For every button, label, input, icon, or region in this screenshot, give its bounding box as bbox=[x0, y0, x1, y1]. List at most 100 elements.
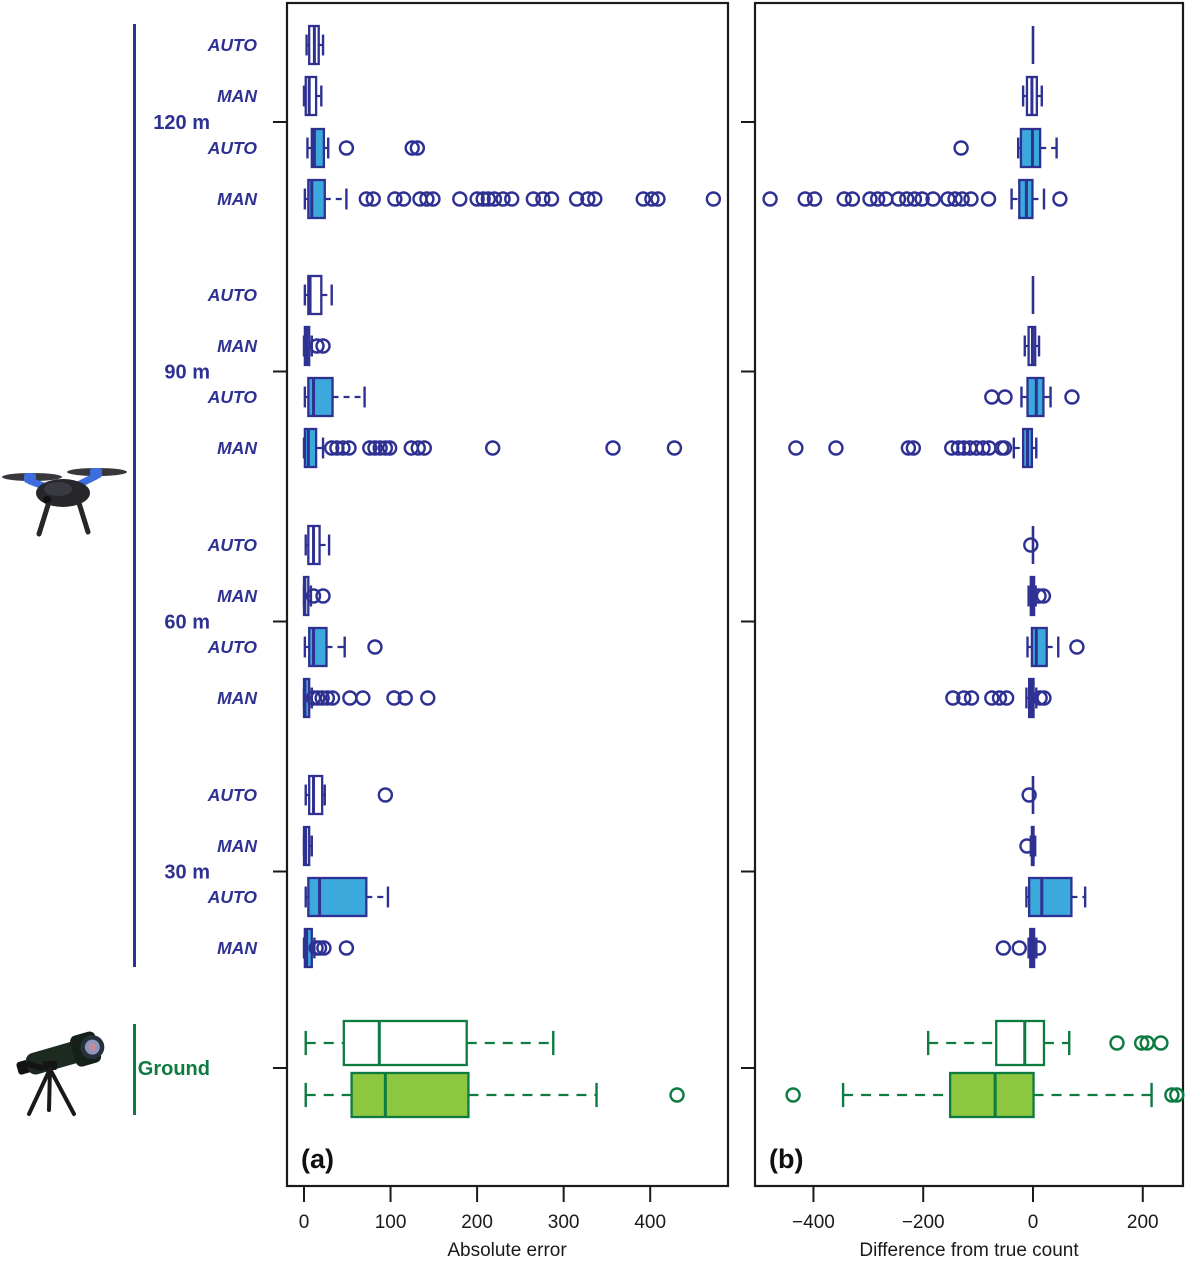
outlier-point bbox=[998, 690, 1015, 706]
outlier-point bbox=[314, 690, 330, 706]
outlier-point bbox=[806, 191, 823, 207]
outlier-point bbox=[1031, 588, 1047, 604]
boxplot-row-b-12 bbox=[1021, 776, 1037, 814]
outlier-point bbox=[315, 338, 331, 354]
outlier-point bbox=[1011, 940, 1027, 956]
outlier-point bbox=[925, 191, 941, 207]
box-iqr bbox=[1030, 626, 1048, 668]
box-iqr bbox=[995, 1019, 1046, 1067]
panel-a-axis-title: Absolute error bbox=[447, 1240, 567, 1261]
row-label-man-9: MAN bbox=[217, 586, 257, 606]
outlier-point bbox=[495, 191, 511, 207]
drone-icon bbox=[2, 468, 127, 537]
outlier-point bbox=[504, 191, 520, 207]
box-iqr bbox=[1019, 127, 1042, 169]
row-label-auto-12: AUTO bbox=[207, 785, 258, 805]
outlier-point bbox=[367, 639, 383, 655]
boxplot-row-a-12 bbox=[304, 774, 394, 816]
row-label-auto-0: AUTO bbox=[207, 35, 258, 55]
row-label-man-13: MAN bbox=[217, 836, 257, 856]
outlier-point bbox=[956, 690, 972, 706]
x-axis-tick-label: 300 bbox=[548, 1212, 580, 1233]
boxplot-row-a-13 bbox=[302, 825, 313, 867]
box-iqr bbox=[350, 1071, 470, 1119]
boxplot-row-a-17 bbox=[304, 1071, 685, 1119]
row-label-auto-6: AUTO bbox=[207, 387, 258, 407]
outlier-point bbox=[844, 191, 861, 207]
outlier-point bbox=[762, 191, 778, 207]
row-label-auto-8: AUTO bbox=[207, 535, 258, 555]
boxplot-row-b-15 bbox=[995, 927, 1047, 969]
outlier-point bbox=[377, 787, 394, 803]
outlier-point bbox=[420, 690, 436, 706]
outlier-point bbox=[1153, 1035, 1169, 1051]
boxplot-row-a-6 bbox=[303, 376, 366, 418]
outlier-point bbox=[705, 191, 722, 207]
outlier-point bbox=[878, 191, 894, 207]
boxplot-row-a-16 bbox=[304, 1019, 555, 1067]
row-label-auto-4: AUTO bbox=[207, 285, 258, 305]
outlier-point bbox=[797, 191, 813, 207]
boxplot-row-b-6 bbox=[984, 376, 1080, 418]
outlier-point bbox=[305, 588, 322, 604]
box-iqr bbox=[303, 427, 318, 469]
outlier-point bbox=[963, 191, 979, 207]
panel-b-letter: (b) bbox=[769, 1144, 803, 1174]
boxplot-row-b-3 bbox=[762, 178, 1068, 220]
outlier-point bbox=[666, 440, 683, 456]
outlier-point bbox=[358, 191, 375, 207]
x-axis-tick-label: 0 bbox=[1028, 1212, 1039, 1233]
outlier-point bbox=[650, 191, 666, 207]
boxplot-row-a-8 bbox=[304, 524, 331, 566]
boxplot-row-b-11 bbox=[945, 677, 1052, 719]
outlier-point bbox=[785, 1087, 801, 1103]
outlier-point bbox=[997, 389, 1013, 405]
boxplot-row-a-2 bbox=[306, 127, 426, 169]
outlier-point bbox=[372, 440, 388, 456]
outlier-point bbox=[950, 440, 967, 456]
row-label-man-7: MAN bbox=[217, 438, 257, 458]
outlier-point bbox=[890, 191, 907, 207]
outlier-point bbox=[995, 940, 1012, 956]
outlier-point bbox=[991, 690, 1008, 706]
outlier-point bbox=[587, 191, 603, 207]
outlier-point bbox=[1164, 1087, 1180, 1103]
outlier-point bbox=[386, 690, 402, 706]
outlier-point bbox=[416, 440, 433, 456]
outlier-point bbox=[324, 690, 341, 706]
panel-a-letter: (a) bbox=[301, 1144, 334, 1174]
boxplot-row-a-11 bbox=[302, 677, 436, 719]
row-label-auto-10: AUTO bbox=[207, 637, 258, 657]
outlier-point bbox=[1064, 389, 1080, 405]
outlier-point bbox=[397, 690, 413, 706]
box-iqr bbox=[308, 774, 324, 816]
outlier-point bbox=[984, 389, 1000, 405]
outlier-point bbox=[1030, 940, 1047, 956]
box-iqr bbox=[307, 274, 323, 316]
outlier-point bbox=[788, 440, 804, 456]
x-axis-tick-label: 200 bbox=[461, 1212, 493, 1233]
outlier-point bbox=[452, 191, 468, 207]
boxplot-row-a-9 bbox=[302, 575, 331, 617]
panel-b-frame bbox=[753, 1, 1185, 1188]
group-label-30-m: 30 m bbox=[164, 862, 210, 884]
outlier-point bbox=[410, 440, 426, 456]
outlier-point bbox=[323, 440, 340, 456]
x-axis-tick-label: 200 bbox=[1127, 1212, 1159, 1233]
outlier-point bbox=[425, 191, 441, 207]
outlier-point bbox=[367, 440, 383, 456]
outlier-point bbox=[836, 191, 852, 207]
outlier-point bbox=[1109, 1035, 1125, 1051]
outlier-point bbox=[319, 690, 336, 706]
box-iqr bbox=[308, 626, 328, 668]
outlier-point bbox=[945, 690, 961, 706]
group-label-120-m: 120 m bbox=[153, 112, 210, 134]
boxplot-row-b-9 bbox=[1027, 575, 1052, 617]
outlier-point bbox=[475, 191, 491, 207]
outlier-point bbox=[635, 191, 651, 207]
boxplot-row-a-0 bbox=[305, 24, 325, 66]
outlier-point bbox=[1133, 1035, 1150, 1051]
outlier-point bbox=[953, 140, 969, 156]
